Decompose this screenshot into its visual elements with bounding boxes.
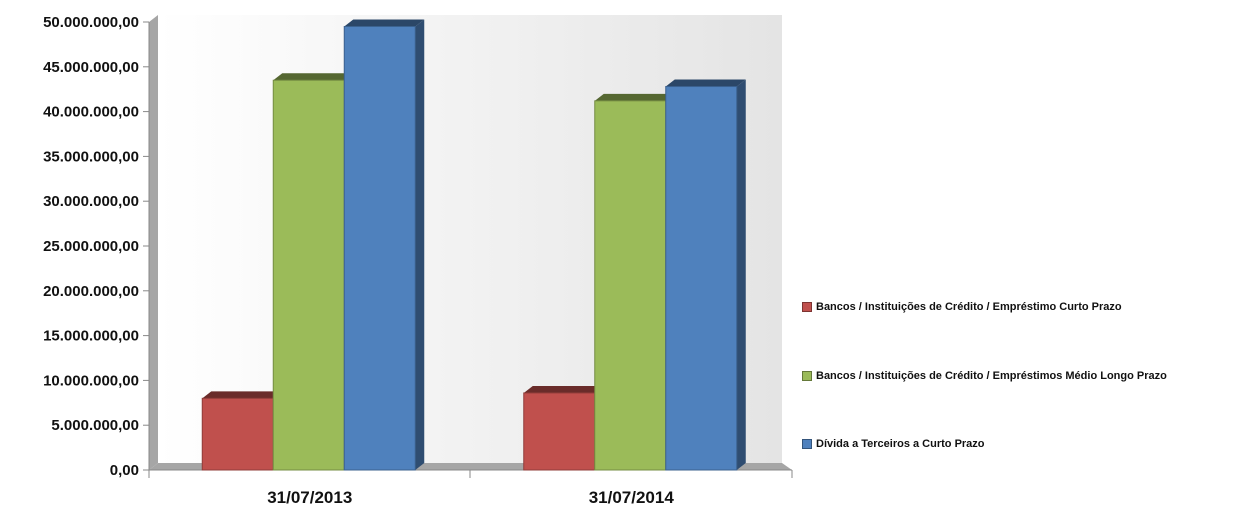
- x-tick-label: 31/07/2014: [589, 488, 675, 507]
- y-tick-label: 5.000.000,00: [51, 417, 139, 434]
- bar-front: [594, 100, 667, 471]
- bar-top: [665, 79, 746, 87]
- legend-swatch: [802, 439, 812, 449]
- bars: [201, 19, 746, 471]
- y-tick-label: 45.000.000,00: [43, 59, 139, 76]
- y-tick-label: 25.000.000,00: [43, 238, 139, 255]
- legend-label: Dívida a Terceiros a Curto Prazo: [816, 438, 985, 450]
- x-tick-label: 31/07/2013: [267, 488, 352, 507]
- bar-side: [736, 79, 746, 471]
- bar-top: [273, 73, 354, 81]
- legend-item: Dívida a Terceiros a Curto Prazo: [802, 438, 985, 450]
- y-tick-label: 50.000.000,00: [43, 14, 139, 31]
- legend-item: Bancos / Instituições de Crédito / Empré…: [802, 370, 1167, 382]
- bar-chart: 0,00 5.000.000,00 10.000.000,00 15.000.000,…: [43, 14, 793, 507]
- bar-front: [343, 25, 416, 471]
- bar: [594, 93, 675, 471]
- bar-top: [202, 391, 283, 399]
- bar: [665, 79, 746, 471]
- y-axis-ticks: 0,00 5.000.000,00 10.000.000,00 15.000.000,…: [43, 14, 149, 479]
- y-tick-label: 0,00: [110, 462, 139, 479]
- bar-front: [201, 397, 274, 471]
- bar: [272, 73, 354, 471]
- bar-side: [415, 19, 425, 470]
- bar-top: [594, 93, 675, 101]
- y-tick-label: 20.000.000,00: [43, 283, 139, 300]
- bar-front: [523, 392, 596, 471]
- legend-swatch: [802, 371, 812, 381]
- bar: [343, 19, 425, 471]
- y-tick-label: 10.000.000,00: [43, 372, 139, 389]
- legend-label: Bancos / Instituições de Crédito / Empré…: [816, 301, 1122, 313]
- x-axis-labels: 31/07/2013 31/07/2014: [267, 488, 674, 507]
- bar: [201, 391, 283, 471]
- legend-label: Bancos / Instituições de Crédito / Empré…: [816, 370, 1167, 382]
- side-wall: [149, 15, 158, 470]
- legend: Bancos / Instituições de Crédito / Empré…: [802, 0, 1243, 515]
- bar-front: [665, 86, 738, 471]
- legend-item: Bancos / Instituições de Crédito / Empré…: [802, 301, 1122, 313]
- bar: [523, 385, 604, 471]
- bar-front: [272, 79, 345, 471]
- y-tick-label: 30.000.000,00: [43, 193, 139, 210]
- y-tick-label: 40.000.000,00: [43, 104, 139, 121]
- bar-top: [523, 385, 604, 393]
- y-tick-label: 15.000.000,00: [43, 328, 139, 345]
- legend-swatch: [802, 302, 812, 312]
- y-tick-label: 35.000.000,00: [43, 148, 139, 165]
- bar-top: [344, 19, 425, 27]
